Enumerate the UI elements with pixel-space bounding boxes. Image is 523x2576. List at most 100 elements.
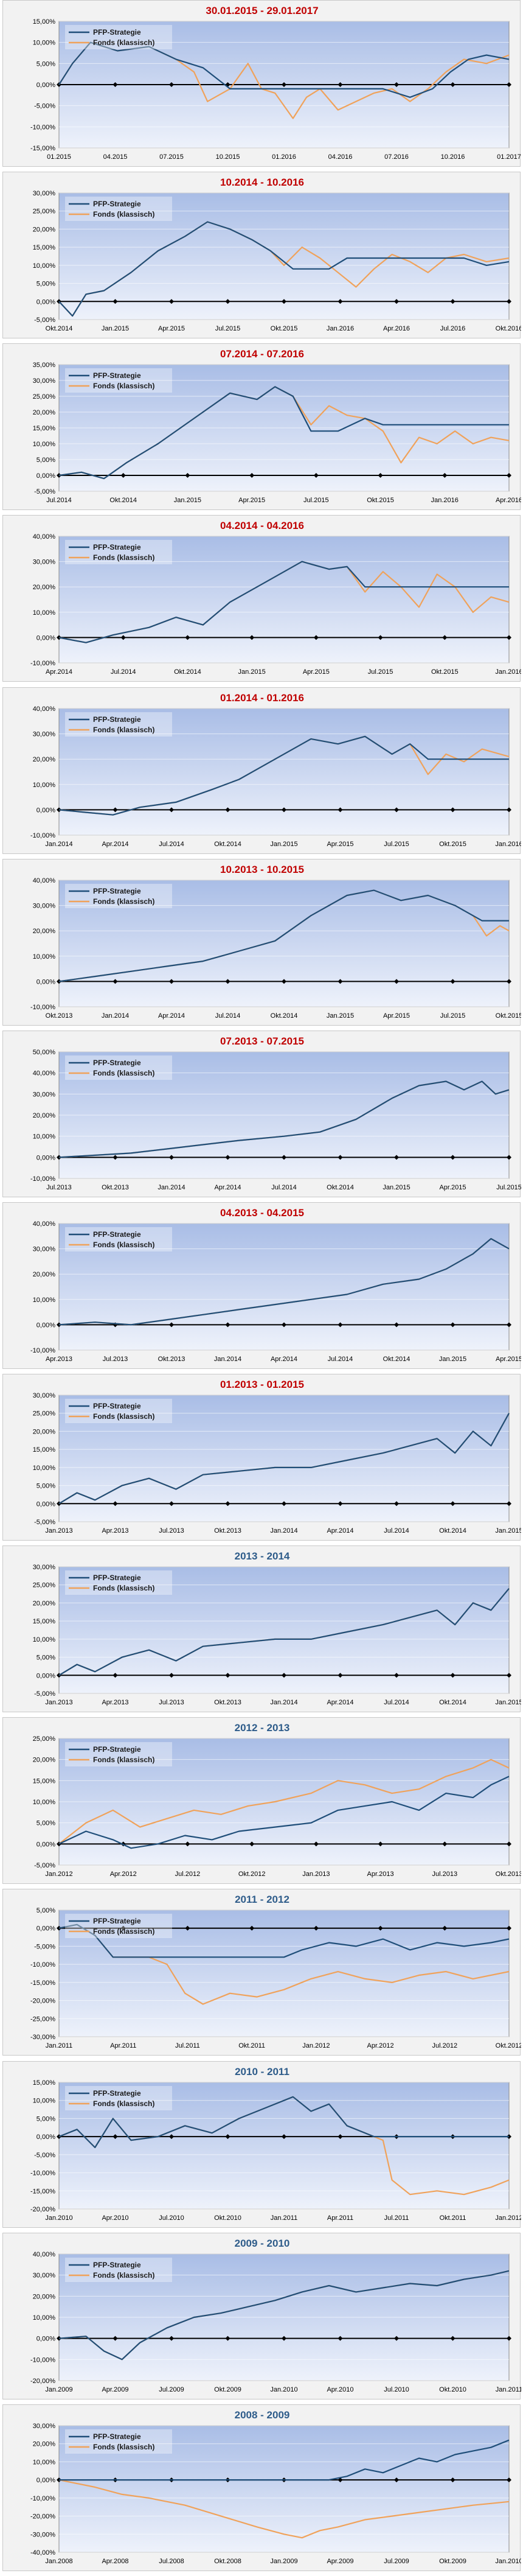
x-tick-label: Jul.2013 bbox=[159, 1527, 184, 1535]
x-tick-label: Jan.2011 bbox=[46, 2042, 72, 2049]
legend-label-pfp: PFP-Strategie bbox=[93, 715, 141, 724]
y-tick-label: -20,00% bbox=[30, 2378, 55, 2385]
plot-area bbox=[58, 1566, 510, 1694]
axis-marker bbox=[450, 979, 455, 984]
axis-marker bbox=[282, 979, 286, 984]
x-tick-label: Jan.2012 bbox=[495, 2214, 521, 2222]
legend bbox=[65, 1742, 172, 1766]
legend bbox=[65, 884, 172, 908]
y-tick-label: 5,00% bbox=[36, 1483, 55, 1490]
y-tick-label: 0,00% bbox=[36, 2133, 55, 2141]
x-tick-label: Jan.2014 bbox=[45, 841, 72, 848]
chart-panel: 2008 - 2009 30,00% 20,00% 10,00% 0,00% -10,00… bbox=[2, 2404, 521, 2571]
axis-marker bbox=[507, 2477, 511, 2483]
x-tick-label: Okt.2015 bbox=[367, 497, 394, 504]
x-tick-label: Apr.2013 bbox=[46, 1356, 72, 1363]
x-tick-label: Okt.2014 bbox=[383, 1356, 410, 1363]
x-tick-label: Jul.2010 bbox=[384, 2386, 409, 2393]
y-tick-label: 25,00% bbox=[33, 1410, 56, 1418]
axis-marker bbox=[169, 979, 174, 984]
y-tick-label: 0,00% bbox=[36, 2477, 55, 2484]
y-tick-label: 20,00% bbox=[33, 1271, 56, 1278]
x-tick-label: Apr.2015 bbox=[303, 668, 330, 676]
legend bbox=[65, 1227, 172, 1251]
x-tick-label: Apr.2015 bbox=[496, 1356, 521, 1363]
y-tick-label: -5,00% bbox=[34, 2152, 55, 2159]
y-tick-label: 10,00% bbox=[33, 782, 56, 789]
x-tick-label: Okt.2016 bbox=[496, 325, 521, 332]
y-tick-label: 40,00% bbox=[33, 877, 56, 884]
chart-svg: 01.2014 - 01.2016 40,00% 30,00% 20,00% 10,00… bbox=[30, 692, 521, 848]
y-tick-label: 20,00% bbox=[33, 1112, 56, 1119]
plot-area bbox=[58, 192, 510, 320]
x-tick-label: Jul.2015 bbox=[496, 1184, 521, 1191]
x-tick-label: Jan.2014 bbox=[270, 1699, 297, 1706]
chart-panel: 04.2013 - 04.2015 40,00% 30,00% 20,00% 10,00… bbox=[2, 1202, 521, 1369]
y-tick-label: 40,00% bbox=[33, 705, 56, 713]
y-tick-label: 5,00% bbox=[36, 281, 55, 288]
axis-marker bbox=[450, 1322, 455, 1328]
y-tick-label: 20,00% bbox=[33, 756, 56, 763]
y-tick-label: 10,00% bbox=[33, 1465, 56, 1472]
chart-panel: 01.2013 - 01.2015 30,00% 25,00% 20,00% 15,00… bbox=[2, 1374, 521, 1541]
legend-label-pfp: PFP-Strategie bbox=[93, 371, 141, 380]
series-line-pfp bbox=[58, 889, 509, 982]
series-line-pfp bbox=[58, 561, 509, 643]
y-tick-label: 10,00% bbox=[33, 953, 56, 961]
y-tick-label: 0,00% bbox=[36, 1925, 55, 1933]
axis-marker bbox=[113, 979, 118, 984]
x-tick-label: Jan.2011 bbox=[496, 2386, 521, 2393]
x-tick-label: Jul.2015 bbox=[440, 1012, 466, 1020]
x-tick-label: Okt.2010 bbox=[439, 2386, 466, 2393]
x-tick-label: Okt.2015 bbox=[271, 325, 298, 332]
axis-marker bbox=[394, 979, 399, 984]
series-line-pfp bbox=[58, 41, 510, 98]
legend-label-fonds: Fonds (klassisch) bbox=[93, 1755, 154, 1764]
axis-marker bbox=[338, 807, 343, 813]
axis-marker bbox=[225, 1501, 230, 1507]
series-line-pfp bbox=[58, 221, 510, 317]
axis-marker bbox=[169, 1322, 174, 1328]
axis-marker bbox=[282, 82, 286, 87]
y-tick-label: 0,00% bbox=[36, 298, 55, 306]
axis-marker bbox=[113, 1155, 118, 1160]
chart-panel: 30.01.2015 - 29.01.2017 15,00% 10,00% 5,00%… bbox=[2, 0, 521, 167]
legend bbox=[65, 2086, 172, 2110]
x-tick-label: Apr.2010 bbox=[102, 2214, 128, 2222]
x-tick-label: Jul.2011 bbox=[384, 2214, 409, 2222]
y-tick-label: 15,00% bbox=[33, 2079, 56, 2087]
chart-title: 2010 - 2011 bbox=[235, 2066, 289, 2077]
axis-marker bbox=[225, 1322, 230, 1328]
axis-marker bbox=[282, 1673, 286, 1678]
plot-area bbox=[58, 1395, 510, 1522]
y-tick-label: -10,00% bbox=[30, 1961, 55, 1969]
y-tick-label: -5,00% bbox=[34, 1862, 55, 1869]
y-tick-label: 10,00% bbox=[33, 609, 56, 617]
x-tick-label: 10.2016 bbox=[441, 153, 465, 161]
legend-label-pfp: PFP-Strategie bbox=[93, 543, 141, 551]
x-tick-label: Jan.2015 bbox=[383, 1184, 410, 1191]
x-tick-label: Apr.2014 bbox=[327, 1699, 353, 1706]
y-tick-label: 0,00% bbox=[36, 1321, 55, 1329]
x-tick-label: Okt.2012 bbox=[238, 1871, 266, 1878]
x-tick-label: Apr.2012 bbox=[110, 1871, 137, 1878]
chart-panel: 2013 - 2014 30,00% 25,00% 20,00% 15,00% 10,00… bbox=[2, 1545, 521, 1712]
series-line-pfp bbox=[58, 2096, 509, 2149]
legend-label-fonds: Fonds (klassisch) bbox=[93, 2099, 154, 2108]
series-line-pfp bbox=[59, 2439, 510, 2481]
x-tick-label: Jan.2009 bbox=[45, 2386, 72, 2393]
x-tick-label: Jan.2015 bbox=[102, 325, 129, 332]
x-tick-label: Apr.2013 bbox=[367, 1871, 394, 1878]
y-tick-label: -15,00% bbox=[30, 1979, 55, 1987]
axis-marker bbox=[507, 473, 511, 478]
y-tick-label: 10,00% bbox=[33, 2314, 56, 2322]
axis-marker bbox=[185, 473, 190, 478]
axis-marker bbox=[507, 2336, 511, 2341]
y-tick-label: 30,00% bbox=[33, 1392, 56, 1399]
x-tick-label: Jul.2009 bbox=[384, 2558, 409, 2565]
x-tick-label: 10.2015 bbox=[216, 153, 240, 161]
chart-title: 07.2014 - 07.2016 bbox=[220, 348, 304, 360]
axis-marker bbox=[338, 1501, 343, 1507]
chart-title: 2013 - 2014 bbox=[235, 1550, 290, 1562]
chart-svg: 07.2013 - 07.2015 50,00% 40,00% 30,00% 20,00… bbox=[30, 1035, 521, 1191]
